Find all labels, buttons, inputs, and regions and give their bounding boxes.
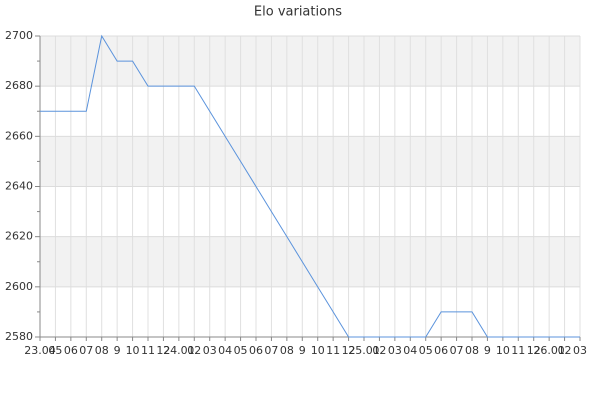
x-tick-label: 08	[280, 344, 294, 357]
x-tick-label: 03	[573, 344, 587, 357]
y-tick-label: 2700	[5, 29, 33, 42]
x-tick-label: 05	[419, 344, 433, 357]
x-tick-label: 9	[484, 344, 491, 357]
x-tick-label: 11	[141, 344, 155, 357]
x-tick-label: 12	[342, 344, 356, 357]
x-tick-label: 03	[203, 344, 217, 357]
plot-band	[40, 136, 580, 187]
x-tick-label: 12	[156, 344, 170, 357]
x-tick-label: 07	[79, 344, 93, 357]
x-tick-label: 11	[511, 344, 525, 357]
x-tick-label: 06	[249, 344, 263, 357]
x-tick-label: 23.04	[24, 344, 56, 357]
x-tick-label: 26.01	[533, 344, 565, 357]
x-tick-label: 9	[299, 344, 306, 357]
x-tick-label: 25.01	[348, 344, 380, 357]
x-tick-label: 07	[450, 344, 464, 357]
x-tick-label: 03	[388, 344, 402, 357]
x-tick-label: 06	[434, 344, 448, 357]
data-line	[40, 34, 580, 338]
y-tick-label: 2600	[5, 280, 33, 293]
y-tick-label: 2580	[5, 330, 33, 343]
x-tick-label: 11	[326, 344, 340, 357]
x-tick-label: 02	[372, 344, 386, 357]
x-tick-label: 04	[218, 344, 232, 357]
y-tick-label: 2660	[5, 129, 33, 142]
x-tick-label: 05	[48, 344, 62, 357]
x-tick-label: 08	[95, 344, 109, 357]
chart-title: Elo variations	[254, 5, 342, 20]
x-tick-label: 02	[187, 344, 201, 357]
x-tick-label: 07	[264, 344, 278, 357]
x-tick-label: 24.01	[163, 344, 195, 357]
y-tick-label: 2680	[5, 79, 33, 92]
x-tick-label: 10	[311, 344, 325, 357]
x-tick-label: 10	[496, 344, 510, 357]
y-tick-label: 2620	[5, 230, 33, 243]
x-tick-label: 05	[234, 344, 248, 357]
x-tick-label: 06	[64, 344, 78, 357]
x-tick-label: 02	[558, 344, 572, 357]
x-tick-label: 08	[465, 344, 479, 357]
plot-band	[40, 236, 580, 287]
x-tick-label: 12	[527, 344, 541, 357]
x-tick-label: 04	[403, 344, 417, 357]
x-tick-label: 10	[126, 344, 140, 357]
y-tick-label: 2640	[5, 180, 33, 193]
x-tick-label: 9	[114, 344, 121, 357]
